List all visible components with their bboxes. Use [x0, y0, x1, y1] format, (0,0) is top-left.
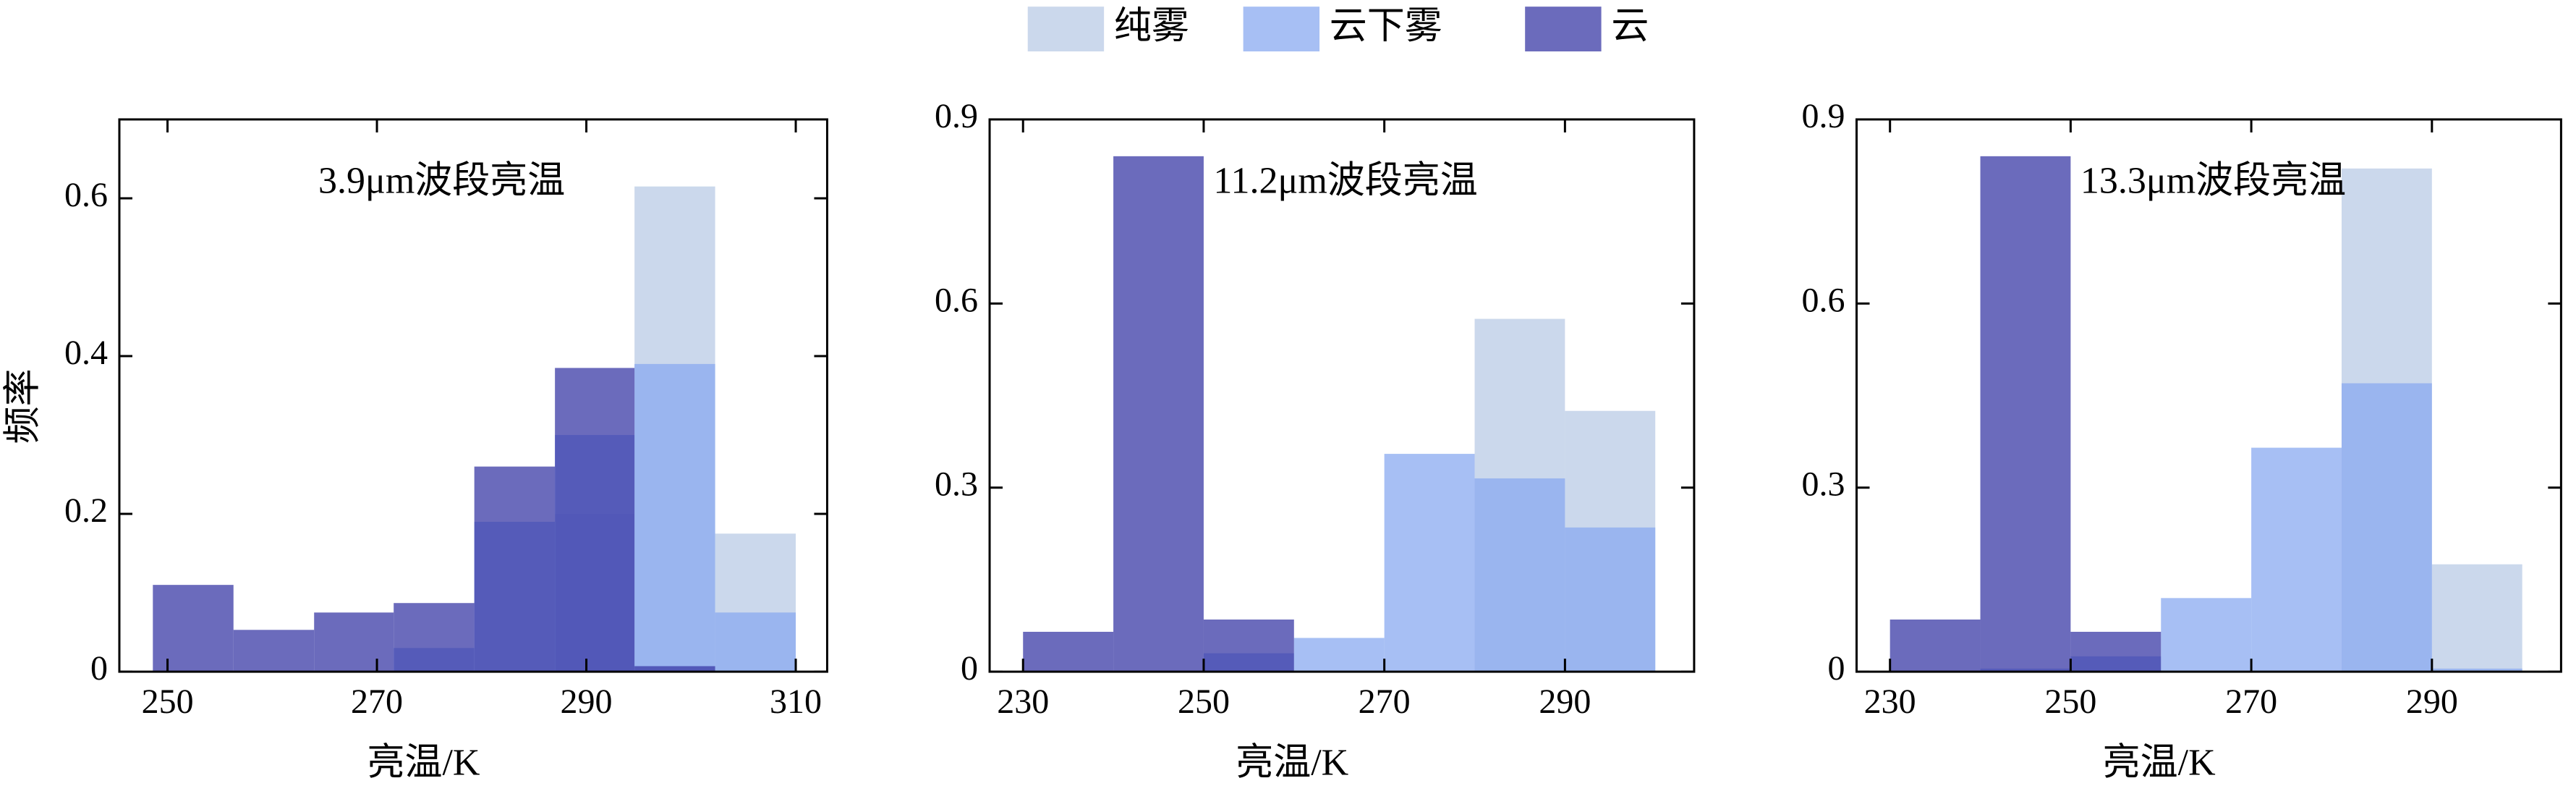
y-tick-label: 0.4 [64, 334, 108, 372]
bar [474, 466, 556, 672]
legend-label: 云 [1611, 6, 1649, 47]
y-axis-label: 频率 [3, 368, 44, 444]
y-tick-label: 0.3 [935, 465, 978, 504]
bar [715, 612, 796, 672]
bar [233, 630, 315, 672]
bar [634, 363, 715, 672]
axes-frame [1855, 118, 2562, 673]
x-axis-label: 亮温/K [1236, 743, 1348, 784]
legend-label: 纯雾 [1114, 6, 1189, 47]
x-tick-label: 290 [561, 683, 613, 721]
bar [1384, 454, 1475, 672]
bar [634, 666, 715, 672]
bar [2431, 564, 2522, 672]
y-tick-label: 0.9 [1801, 97, 1845, 135]
bar [2431, 668, 2522, 672]
legend-swatch [1243, 7, 1320, 52]
bar [555, 368, 635, 672]
bar [1113, 156, 1204, 672]
x-tick-label: 250 [142, 683, 194, 721]
y-tick-label: 0.6 [64, 176, 108, 214]
bar [1474, 478, 1565, 672]
annotation: 13.3μm波段亮温 [2080, 160, 2346, 201]
axes-frame [988, 118, 1696, 673]
legend-swatch [1027, 7, 1105, 52]
legend-swatch [1525, 7, 1602, 52]
x-tick-label: 310 [770, 683, 822, 721]
x-tick-label: 290 [2406, 683, 2458, 721]
x-axis-label: 亮温/K [367, 743, 480, 784]
bar [1203, 619, 1294, 672]
bar [2341, 383, 2432, 672]
legend-label: 云下雾 [1330, 6, 1442, 47]
annotation: 3.9μm波段亮温 [318, 160, 565, 201]
y-tick-label: 0 [90, 649, 108, 688]
y-tick-label: 0.3 [1801, 465, 1845, 504]
y-tick-label: 0.9 [935, 97, 978, 135]
bar [2070, 631, 2161, 672]
x-tick-label: 230 [997, 683, 1049, 721]
annotation: 11.2μm波段亮温 [1213, 160, 1477, 201]
x-tick-label: 270 [351, 683, 403, 721]
bar [1890, 619, 1981, 672]
x-tick-label: 250 [1178, 683, 1230, 721]
bar [1293, 638, 1385, 672]
bar [394, 603, 475, 672]
y-tick-label: 0 [961, 649, 978, 688]
y-tick-label: 0 [1827, 649, 1845, 688]
x-tick-label: 250 [2044, 683, 2096, 721]
y-tick-label: 0.6 [935, 281, 978, 319]
x-axis-label: 亮温/K [2103, 743, 2216, 784]
axes-frame [118, 118, 828, 673]
bar [2161, 598, 2252, 672]
x-tick-label: 230 [1864, 683, 1916, 721]
bar [1565, 527, 1656, 672]
bar [314, 612, 394, 672]
x-tick-label: 270 [1359, 683, 1411, 721]
y-tick-label: 0.6 [1801, 281, 1845, 319]
bar [1980, 156, 2071, 672]
bar [153, 585, 234, 672]
x-tick-label: 290 [1539, 683, 1591, 721]
bar [1023, 631, 1114, 672]
bar [2251, 447, 2342, 672]
x-tick-label: 270 [2225, 683, 2277, 721]
y-tick-label: 0.2 [64, 491, 108, 530]
